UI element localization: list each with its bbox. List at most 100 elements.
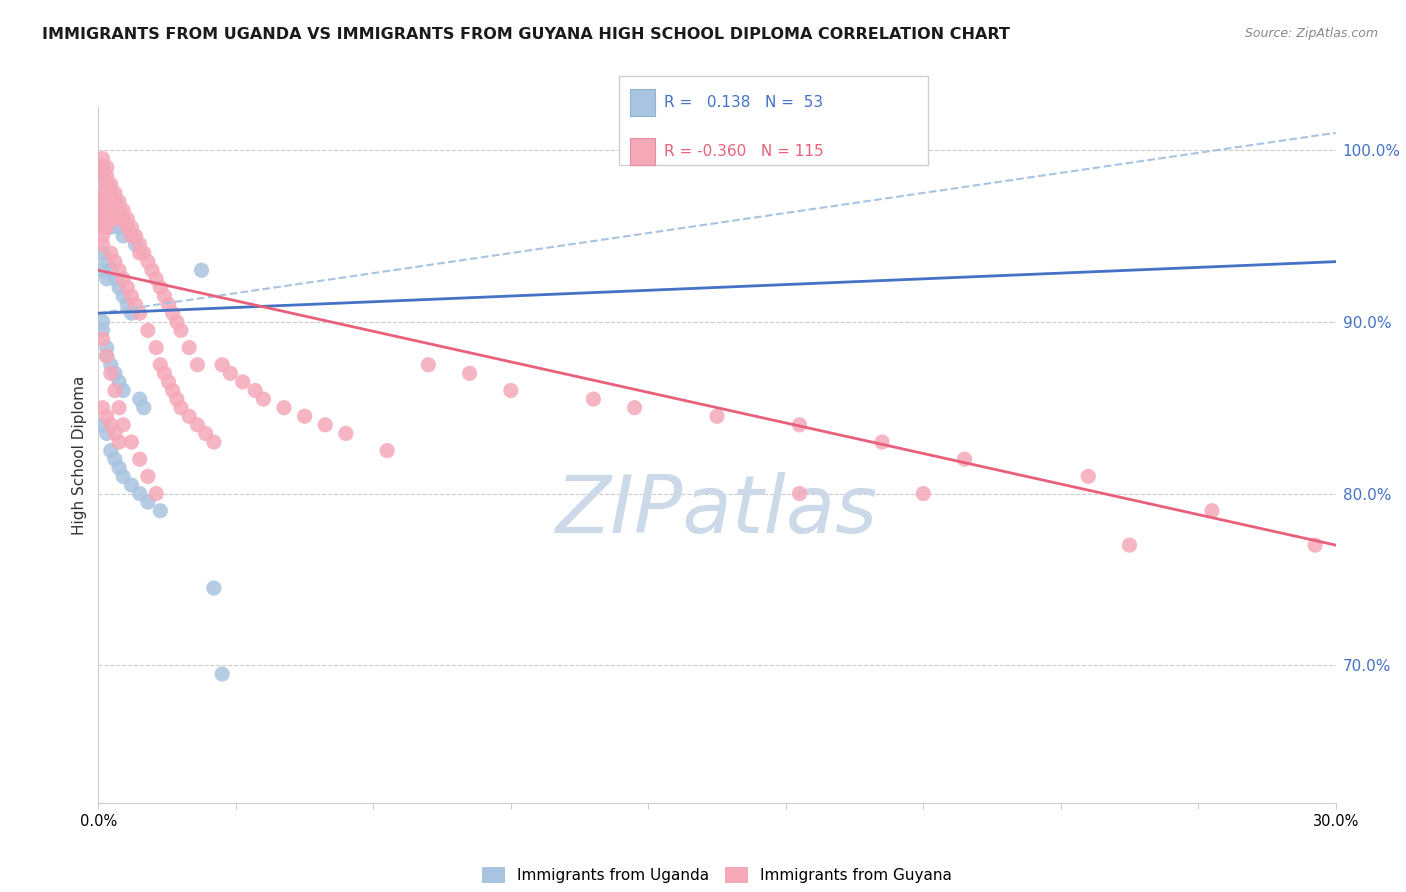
Point xyxy=(117,280,139,294)
Point xyxy=(153,289,176,303)
Point xyxy=(100,203,122,218)
Point xyxy=(96,254,118,268)
Text: R = -0.360   N = 115: R = -0.360 N = 115 xyxy=(664,145,824,159)
Point xyxy=(136,469,159,483)
Point xyxy=(458,367,481,381)
Point xyxy=(252,392,274,406)
Point xyxy=(1303,538,1326,552)
Point xyxy=(108,194,131,209)
Point xyxy=(96,186,118,200)
Point xyxy=(108,203,131,218)
Point xyxy=(166,392,188,406)
Point xyxy=(149,358,172,372)
Point xyxy=(112,417,135,432)
Point xyxy=(108,460,131,475)
Point xyxy=(96,426,118,441)
Point xyxy=(124,297,146,311)
Point xyxy=(91,152,114,166)
Point xyxy=(104,211,127,226)
Point xyxy=(117,297,139,311)
Point xyxy=(128,237,150,252)
Point xyxy=(100,194,122,209)
Point xyxy=(294,409,316,424)
Point xyxy=(104,384,127,398)
Point xyxy=(953,452,976,467)
Point xyxy=(104,194,127,209)
Point xyxy=(96,211,118,226)
Point xyxy=(132,401,155,415)
Point xyxy=(1118,538,1140,552)
Point xyxy=(104,426,127,441)
Point xyxy=(96,169,118,183)
Point xyxy=(108,280,131,294)
Point xyxy=(104,186,127,200)
Point xyxy=(132,246,155,260)
Point xyxy=(179,341,201,355)
Point xyxy=(335,426,357,441)
Point xyxy=(96,178,118,192)
Point xyxy=(91,220,114,235)
Point xyxy=(273,401,295,415)
Point xyxy=(1201,504,1223,518)
Point xyxy=(91,417,114,432)
Point xyxy=(149,280,172,294)
Text: R =   0.138   N =  53: R = 0.138 N = 53 xyxy=(664,95,823,110)
Point xyxy=(166,315,188,329)
Point xyxy=(91,237,114,252)
Point xyxy=(120,478,142,492)
Point xyxy=(145,341,167,355)
Point xyxy=(162,306,184,320)
Point xyxy=(108,220,131,235)
Point xyxy=(96,178,118,192)
Point xyxy=(91,203,114,218)
Point xyxy=(96,349,118,363)
Legend: Immigrants from Uganda, Immigrants from Guyana: Immigrants from Uganda, Immigrants from … xyxy=(477,861,957,889)
Point xyxy=(128,392,150,406)
Point xyxy=(1077,469,1099,483)
Point xyxy=(91,169,114,183)
Y-axis label: High School Diploma: High School Diploma xyxy=(72,376,87,534)
Point xyxy=(104,203,127,218)
Point xyxy=(128,246,150,260)
Point xyxy=(100,203,122,218)
Point xyxy=(112,211,135,226)
Point xyxy=(91,203,114,218)
Point xyxy=(108,211,131,226)
Point xyxy=(202,581,225,595)
Point xyxy=(582,392,605,406)
Point xyxy=(108,263,131,277)
Point xyxy=(170,401,193,415)
Point xyxy=(219,367,242,381)
Point xyxy=(112,203,135,218)
Point xyxy=(243,384,266,398)
Point xyxy=(145,486,167,500)
Point xyxy=(120,289,142,303)
Point xyxy=(96,220,118,235)
Point xyxy=(91,186,114,200)
Point xyxy=(100,417,122,432)
Point xyxy=(124,228,146,243)
Point xyxy=(117,220,139,235)
Point xyxy=(418,358,440,372)
Point xyxy=(108,203,131,218)
Point xyxy=(314,417,336,432)
Point xyxy=(190,263,212,277)
Point xyxy=(120,306,142,320)
Point xyxy=(96,349,118,363)
Point xyxy=(108,401,131,415)
Point xyxy=(91,169,114,183)
Point xyxy=(112,384,135,398)
Point xyxy=(112,469,135,483)
Point xyxy=(108,375,131,389)
Point xyxy=(136,254,159,268)
Point xyxy=(91,160,114,174)
Point xyxy=(157,375,180,389)
Point xyxy=(128,306,150,320)
Point xyxy=(91,263,114,277)
Point xyxy=(91,228,114,243)
Point xyxy=(186,358,208,372)
Point xyxy=(179,409,201,424)
Point xyxy=(170,323,193,337)
Point xyxy=(623,401,645,415)
Point xyxy=(91,160,114,174)
